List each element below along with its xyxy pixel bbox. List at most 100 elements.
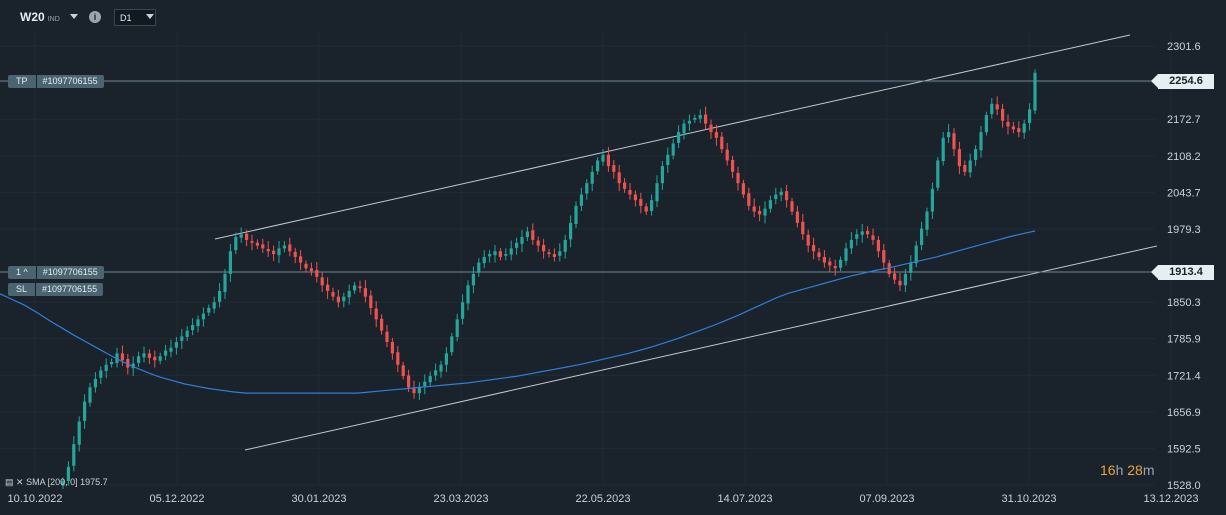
candle-body	[223, 273, 227, 293]
candle-body	[979, 132, 983, 151]
candle-body	[158, 356, 162, 361]
candle-body	[687, 120, 691, 124]
y-tick-label: 1592.5	[1167, 443, 1201, 455]
entry-price-tag: 1913.4	[1151, 265, 1214, 280]
candle-body	[61, 481, 65, 486]
candle-body	[293, 251, 297, 257]
candle-body	[185, 330, 189, 337]
candle-body	[515, 242, 519, 248]
candle-body	[147, 353, 151, 358]
candle-body	[471, 273, 475, 286]
candle-body	[579, 194, 583, 206]
candle-body	[725, 149, 729, 161]
symbol-dropdown-icon[interactable]	[70, 14, 78, 19]
symbol-name: W20	[20, 10, 45, 24]
tp-order-tag[interactable]: TP #1097706155	[8, 75, 104, 88]
candle-body	[650, 200, 654, 211]
candle-body	[952, 133, 956, 150]
grid	[0, 30, 1172, 486]
candle-body	[806, 234, 810, 246]
sl-order-tag[interactable]: SL #1097706155	[8, 283, 104, 296]
candle-body	[876, 239, 880, 252]
timeframe-value: D1	[120, 13, 132, 23]
candle-body	[930, 188, 934, 212]
candle-body	[104, 364, 108, 371]
candle-body	[822, 256, 826, 263]
candle-body	[396, 352, 400, 365]
countdown-hours: 16	[1100, 462, 1116, 478]
candle-body	[336, 296, 340, 303]
candle-body	[660, 166, 664, 184]
candle-body	[142, 353, 146, 358]
candle-body	[628, 189, 632, 195]
candle-body	[574, 205, 578, 225]
symbol-label[interactable]: W20 IND	[20, 10, 60, 24]
candle-body	[606, 154, 610, 167]
trend-channel[interactable]	[214, 34, 1158, 451]
countdown-hours-unit: h	[1115, 462, 1124, 478]
candle-body	[860, 231, 864, 235]
lower-trendline[interactable]	[244, 245, 1158, 451]
candle-body	[434, 370, 438, 376]
candle-body	[390, 342, 394, 354]
candle-body	[871, 235, 875, 240]
candle-body	[812, 245, 816, 252]
candle-body	[385, 331, 389, 343]
candle-body	[963, 165, 967, 172]
close-icon[interactable]: ✕	[16, 477, 24, 487]
candle-body	[590, 171, 594, 184]
entry-label: 1 ^	[8, 266, 36, 279]
candle-body	[596, 160, 600, 172]
candle-body	[920, 228, 924, 246]
candle-body	[866, 230, 870, 235]
candle-body	[957, 149, 961, 167]
countdown-minutes-unit: m	[1142, 462, 1155, 478]
candle-body	[369, 295, 373, 308]
candle-body	[153, 356, 157, 361]
candle-body	[358, 286, 362, 289]
info-icon[interactable]: i	[89, 11, 101, 23]
candle-body	[790, 201, 794, 212]
candle-body	[612, 165, 616, 172]
candle-body	[693, 117, 697, 120]
candle-body	[817, 252, 821, 257]
candle-body	[77, 421, 81, 445]
candle-body	[444, 353, 448, 365]
candle-body	[569, 222, 573, 240]
candle-body	[633, 194, 637, 201]
candle-body	[320, 277, 324, 286]
candle-body	[331, 292, 335, 297]
settings-icon[interactable]: ▤	[5, 477, 14, 487]
timeframe-dropdown-icon[interactable]	[146, 14, 154, 19]
candle-body	[191, 325, 195, 331]
sma-legend[interactable]: ▤ ✕ SMA [200, 0] 1975.7	[5, 477, 108, 488]
candle-body	[93, 378, 97, 388]
x-tick-label: 23.03.2023	[433, 493, 488, 505]
timeframe-select[interactable]: D1	[114, 9, 156, 26]
candle-body	[250, 241, 254, 243]
candle-body	[968, 160, 972, 173]
countdown-minutes: 28	[1127, 462, 1143, 478]
candle-body	[903, 273, 907, 286]
candle-body	[88, 387, 92, 403]
candle-body	[126, 359, 130, 368]
candle-body	[752, 206, 756, 212]
candle-body	[984, 115, 988, 133]
candle-body	[558, 251, 562, 256]
candle-body	[196, 319, 200, 327]
upper-trendline[interactable]	[214, 34, 1131, 240]
candle-countdown: 16h 28m	[1100, 462, 1155, 478]
entry-order-tag[interactable]: 1 ^ #1097706155	[8, 266, 104, 279]
candle-body	[99, 370, 103, 378]
y-tick-label: 1785.9	[1167, 334, 1201, 346]
candle-body	[947, 132, 951, 138]
y-tick-label: 2172.7	[1167, 114, 1201, 126]
candle-body	[164, 350, 168, 356]
candle-body	[66, 466, 70, 482]
tp-order-id: #1097706155	[35, 75, 104, 88]
candle-body	[601, 154, 605, 162]
candle-body	[347, 290, 351, 298]
candle-body	[466, 285, 470, 304]
candle-body	[120, 353, 124, 361]
